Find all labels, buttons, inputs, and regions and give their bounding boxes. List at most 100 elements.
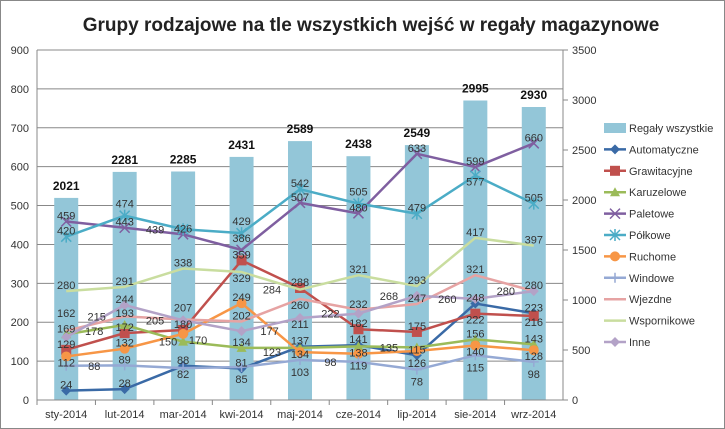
line-data-label: 178 (85, 326, 103, 338)
point-marker (528, 311, 539, 321)
line-data-label: 232 (349, 299, 367, 311)
line-data-label: 205 (146, 315, 164, 327)
line-data-label: 140 (466, 347, 484, 359)
line-data-label: 132 (115, 338, 133, 350)
line-data-label: 338 (174, 258, 192, 270)
line-data-label: 134 (291, 349, 309, 361)
line-data-label: 542 (291, 178, 309, 190)
line-data-label: 459 (57, 211, 75, 223)
line-data-label: 505 (525, 193, 543, 205)
line-data-label: 98 (528, 369, 540, 381)
x-axis-tick-label: lut-2014 (105, 409, 145, 421)
legend-label: Ruchome (629, 251, 676, 263)
legend-item: Paletowe (604, 208, 674, 221)
legend-label: Grawitacyjne (629, 166, 693, 178)
line-data-label: 260 (438, 294, 456, 306)
line-data-label: 222 (321, 309, 339, 321)
line-data-label: 141 (349, 334, 367, 346)
line-data-label: 129 (57, 339, 75, 351)
left-axis-tick-label: 800 (11, 84, 29, 96)
line-data-label: 280 (497, 286, 515, 298)
line-data-label: 244 (115, 294, 133, 306)
line-data-label: 426 (174, 223, 192, 235)
point-marker (119, 222, 131, 234)
line-data-label: 215 (87, 311, 105, 323)
legend-item: Grawitacyjne (604, 165, 693, 178)
right-axis-tick-label: 3000 (572, 95, 596, 107)
line-data-label: 150 (159, 337, 177, 349)
point-marker (294, 183, 306, 196)
point-marker (411, 148, 423, 160)
x-axis-tick-label: mar-2014 (160, 409, 207, 421)
right-axis-tick-label: 1500 (572, 245, 596, 257)
line-data-label: 249 (232, 292, 250, 304)
line-data-label: 24 (60, 380, 72, 392)
point-marker (119, 328, 130, 339)
point-marker (469, 161, 481, 173)
point-marker (353, 341, 364, 351)
line-data-label: 443 (115, 217, 133, 229)
line-data-label: 193 (115, 308, 133, 320)
point-marker (411, 326, 422, 337)
line-data-label: 143 (525, 333, 543, 345)
legend-item: Automatyczne (604, 144, 699, 156)
point-marker (178, 336, 189, 346)
series-line (65, 273, 535, 332)
point-marker (470, 334, 481, 344)
bar-data-label: 2281 (111, 153, 138, 167)
bar-data-label: 2438 (345, 137, 372, 151)
point-marker (178, 363, 189, 374)
line-data-label: 577 (466, 177, 484, 189)
point-marker (353, 308, 364, 319)
x-axis-tick-label: sty-2014 (45, 409, 87, 421)
point-marker (295, 312, 305, 323)
series-p--kowe (60, 169, 540, 243)
line-data-label: 211 (291, 319, 309, 331)
line-data-label: 88 (88, 361, 100, 373)
line-data-label: 288 (291, 277, 309, 289)
point-marker (236, 342, 247, 352)
point-marker (610, 272, 620, 283)
point-marker (295, 354, 305, 365)
point-marker (61, 332, 72, 342)
line-data-label: 293 (408, 275, 426, 287)
point-marker (119, 319, 130, 329)
series-inne (61, 286, 539, 342)
legend-item: Wspornikowe (604, 316, 695, 328)
line-data-label: 169 (57, 323, 75, 335)
series-windowe (61, 350, 539, 375)
bar-data-label: 2589 (287, 122, 314, 136)
point-marker (353, 356, 364, 367)
line-data-label: 175 (408, 321, 426, 333)
right-axis-tick-label: 0 (572, 395, 578, 407)
series-wjezdne (65, 273, 535, 332)
line-data-label: 134 (232, 337, 250, 349)
point-marker (411, 290, 422, 301)
point-marker (609, 229, 621, 241)
legend-item: Ruchome (604, 251, 676, 263)
line-data-label: 115 (467, 362, 485, 374)
point-marker (119, 300, 130, 311)
point-marker (470, 308, 481, 319)
line-data-label: 247 (408, 293, 426, 305)
legend-label: Wspornikowe (629, 316, 695, 328)
legend-item: Regały wszystkie (604, 123, 713, 135)
point-marker (178, 315, 189, 326)
point-marker (411, 207, 423, 220)
line-data-label: 89 (119, 354, 131, 366)
left-axis-tick-label: 400 (11, 239, 29, 251)
line-data-label: 103 (291, 367, 309, 379)
point-marker (295, 347, 305, 358)
line-data-label: 660 (525, 132, 543, 144)
line-data-label: 505 (349, 187, 367, 199)
line-data-label: 268 (380, 291, 398, 303)
series-ruchome (61, 298, 539, 362)
line-data-label: 162 (57, 308, 75, 320)
line-data-label: 329 (232, 273, 250, 285)
legend-label: Wjezdne (629, 294, 672, 306)
point-marker (236, 298, 247, 309)
point-marker (236, 227, 248, 240)
x-axis-tick-label: wrz-2014 (510, 409, 556, 421)
line-data-label: 386 (232, 233, 250, 245)
